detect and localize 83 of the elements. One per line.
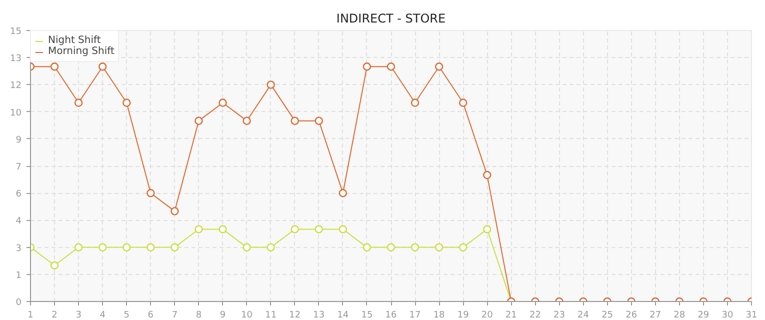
point bbox=[434, 243, 444, 252]
y-tick-label: 13 bbox=[10, 54, 22, 64]
x-tick-label: 17 bbox=[409, 310, 421, 320]
y-tick-label: 1 bbox=[16, 270, 22, 281]
x-tick-label: 8 bbox=[196, 310, 202, 320]
x-tick-label: 16 bbox=[385, 310, 397, 320]
x-tick-label: 23 bbox=[554, 310, 565, 320]
x-tick-label: 29 bbox=[698, 310, 710, 320]
point bbox=[218, 225, 227, 234]
x-tick-label: 4 bbox=[100, 310, 106, 320]
point bbox=[170, 207, 179, 216]
x-tick-label: 9 bbox=[220, 310, 226, 320]
x-tick-label: 27 bbox=[650, 310, 662, 320]
point bbox=[314, 225, 323, 234]
x-tick-label: 11 bbox=[265, 310, 277, 320]
point bbox=[338, 189, 348, 198]
point bbox=[290, 225, 299, 234]
x-tick-label: 25 bbox=[602, 310, 614, 320]
x-tick-label: 28 bbox=[674, 310, 686, 320]
point bbox=[434, 62, 444, 71]
point bbox=[483, 225, 492, 234]
point bbox=[242, 243, 251, 252]
point bbox=[410, 98, 420, 107]
point bbox=[410, 243, 420, 252]
x-tick-label: 2 bbox=[52, 310, 58, 320]
x-tick-label: 1 bbox=[28, 310, 34, 320]
point bbox=[50, 261, 59, 270]
point bbox=[146, 189, 155, 198]
point bbox=[98, 243, 107, 252]
x-tick-label: 14 bbox=[337, 310, 349, 320]
point bbox=[242, 116, 251, 125]
x-tick-label: 5 bbox=[124, 310, 130, 320]
point bbox=[386, 62, 396, 71]
point bbox=[146, 243, 155, 252]
point bbox=[74, 98, 83, 107]
point bbox=[266, 80, 275, 89]
x-tick-label: 30 bbox=[722, 310, 734, 320]
point bbox=[194, 225, 203, 234]
y-tick-label: 15 bbox=[10, 27, 22, 37]
point bbox=[362, 62, 372, 71]
x-tick-label: 7 bbox=[172, 310, 178, 320]
x-tick-label: 13 bbox=[313, 310, 325, 320]
point bbox=[74, 243, 83, 252]
point bbox=[459, 98, 468, 107]
point bbox=[386, 243, 396, 252]
y-tick-label: 10 bbox=[10, 108, 22, 118]
point bbox=[98, 62, 107, 71]
point bbox=[483, 170, 492, 180]
point bbox=[170, 243, 179, 252]
x-tick-label: 15 bbox=[361, 310, 373, 320]
point bbox=[122, 98, 131, 107]
x-tick-label: 26 bbox=[626, 310, 638, 320]
point bbox=[459, 243, 468, 252]
x-tick-label: 31 bbox=[746, 310, 758, 320]
x-tick-label: 22 bbox=[529, 310, 541, 320]
y-tick-label: 3 bbox=[16, 244, 22, 254]
point bbox=[50, 62, 59, 71]
y-tick-label: 6 bbox=[16, 190, 22, 200]
x-tick-label: 20 bbox=[481, 310, 494, 320]
point bbox=[290, 116, 299, 125]
y-tick-label: 4 bbox=[16, 216, 22, 227]
x-tick-label: 12 bbox=[289, 310, 301, 320]
y-tick-label: 7 bbox=[16, 162, 22, 172]
chart-title: INDIRECT - STORE bbox=[336, 12, 446, 26]
point bbox=[194, 116, 203, 125]
point bbox=[362, 243, 372, 252]
legend-label: Morning Shift bbox=[48, 46, 114, 57]
point bbox=[338, 225, 348, 234]
x-tick-label: 19 bbox=[457, 310, 470, 320]
x-tick-label: 24 bbox=[578, 310, 590, 320]
point bbox=[218, 98, 227, 107]
x-tick-label: 21 bbox=[505, 310, 517, 320]
point bbox=[266, 243, 275, 252]
x-tick-label: 18 bbox=[433, 310, 446, 320]
y-tick-label: 9 bbox=[16, 135, 22, 146]
x-tick-label: 10 bbox=[241, 310, 253, 320]
y-tick-label: 12 bbox=[10, 81, 22, 92]
x-tick-label: 6 bbox=[148, 310, 154, 320]
y-tick-label: 0 bbox=[16, 298, 22, 308]
point bbox=[122, 243, 131, 252]
x-tick-label: 3 bbox=[76, 310, 82, 320]
legend-label: Night Shift bbox=[48, 35, 101, 46]
point bbox=[314, 116, 323, 125]
